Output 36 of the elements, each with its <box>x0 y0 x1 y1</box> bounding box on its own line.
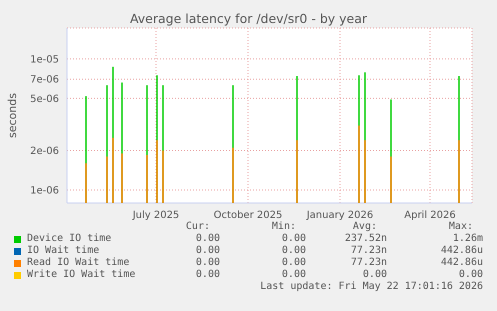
text: 77.23n <box>350 245 387 257</box>
legend-label: Write IO Wait time <box>27 269 136 281</box>
text: 442.86u <box>440 257 483 269</box>
text: Min: <box>270 221 297 233</box>
x-tick-label: April 2026 <box>404 210 456 222</box>
y-tick-label: 7e-06 <box>30 74 59 86</box>
x-tick-label: July 2025 <box>132 210 180 222</box>
text: 1.26m <box>452 233 483 245</box>
chart-title: Average latency for /dev/sr0 - by year <box>128 11 368 26</box>
text: 0.00 <box>280 257 306 269</box>
text: 0.00 <box>194 269 220 281</box>
text: Last update: Fri May 22 17:01:16 2026 <box>259 281 483 293</box>
text: 0.00 <box>280 269 306 281</box>
text: 0.00 <box>194 257 220 269</box>
x-tick-label: October 2025 <box>214 210 282 222</box>
text: 77.23n <box>350 257 387 269</box>
text: 0.00 <box>194 245 220 257</box>
text: 237.52n <box>344 233 387 245</box>
text: 0.00 <box>362 269 387 281</box>
text: 442.86u <box>440 245 483 257</box>
text: 0.00 <box>194 233 220 245</box>
y-tick-label: 1e-05 <box>30 54 59 66</box>
y-tick-label: 5e-06 <box>30 94 59 105</box>
text: 0.00 <box>280 245 306 257</box>
text: 0.00 <box>280 233 306 245</box>
legend-label: Device IO time <box>27 233 112 245</box>
legend-label: Read IO Wait time <box>27 257 130 269</box>
text: Avg: <box>352 221 378 233</box>
x-tick-label: January 2026 <box>306 210 374 222</box>
y-tick-label: 2e-06 <box>30 146 59 158</box>
legend-label: IO Wait time <box>27 245 100 257</box>
y-tick-label: 1e-06 <box>30 186 59 197</box>
text: Cur: <box>184 221 211 233</box>
text: 0.00 <box>458 269 483 281</box>
text: Max: <box>448 221 474 233</box>
y-axis-title: seconds <box>6 92 19 138</box>
